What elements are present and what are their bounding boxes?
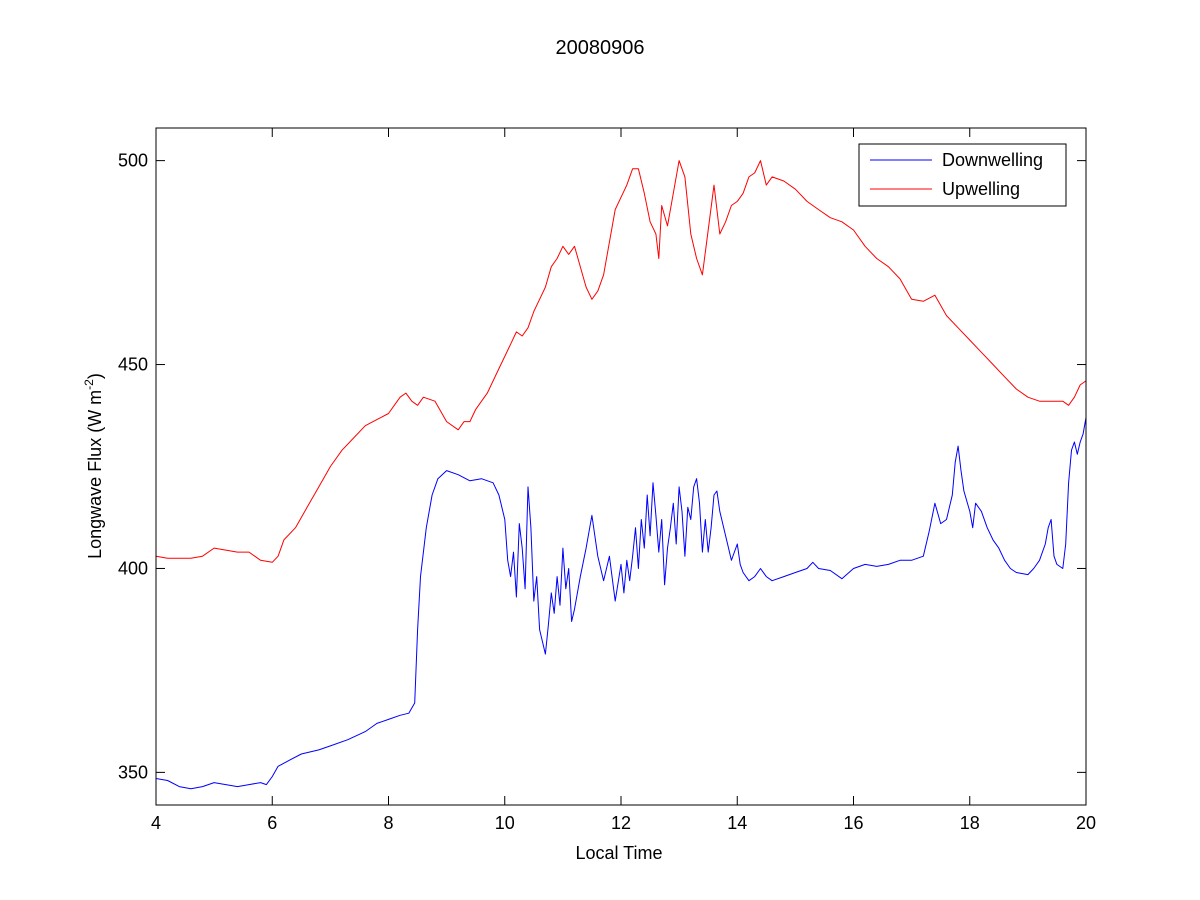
x-tick-label: 10 (495, 813, 515, 833)
x-axis: 4 6 8 10 12 14 16 18 20 (151, 128, 1096, 833)
x-tick-label: 16 (843, 813, 863, 833)
plot-area (156, 128, 1086, 805)
x-tick-label: 18 (960, 813, 980, 833)
x-tick-label: 12 (611, 813, 631, 833)
legend: Downwelling Upwelling (858, 143, 1067, 207)
y-axis-label: Longwave Flux (W m-2) (82, 373, 105, 559)
series-line-upwelling (155, 160, 1087, 563)
x-tick-label: 4 (151, 813, 161, 833)
y-axis: 350 400 450 500 (118, 151, 1086, 782)
series-layer (155, 160, 1087, 790)
y-tick-label: 500 (118, 151, 148, 171)
y-axis-label-main: Longwave Flux (W m (85, 390, 105, 559)
x-tick-label: 20 (1076, 813, 1096, 833)
x-tick-label: 6 (267, 813, 277, 833)
y-tick-label: 350 (118, 762, 148, 782)
legend-label-upwelling: Upwelling (942, 179, 1020, 199)
x-tick-label: 14 (727, 813, 747, 833)
y-axis-label-superscript: -2 (82, 379, 96, 390)
y-axis-label-close: ) (85, 373, 105, 379)
chart-title: 20080906 (556, 37, 645, 59)
x-tick-label: 8 (383, 813, 393, 833)
y-tick-label: 450 (118, 355, 148, 375)
legend-box (858, 143, 1067, 207)
y-tick-label: 400 (118, 558, 148, 578)
series-line-downwelling (155, 417, 1087, 790)
legend-label-downwelling: Downwelling (942, 150, 1043, 170)
x-axis-label: Local Time (575, 843, 662, 863)
